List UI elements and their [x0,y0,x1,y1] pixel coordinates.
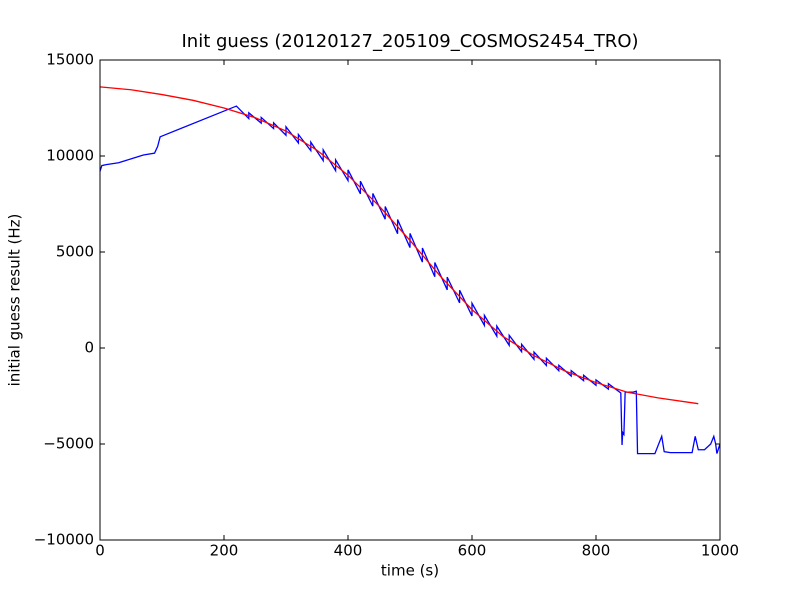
chart-title: Init guess (20120127_205109_COSMOS2454_T… [181,31,638,52]
y-tick-label: 0 [84,339,94,357]
y-axis-label: initial guess result (Hz) [6,214,24,387]
x-tick-label: 600 [458,542,487,560]
y-tick-label: 5000 [56,243,94,261]
y-tick-label: −10000 [34,531,94,549]
x-tick-label: 800 [582,542,611,560]
y-tick-label: −5000 [43,435,94,453]
x-axis-label: time (s) [381,562,439,580]
y-tick-label: 15000 [46,51,94,69]
y-tick-label: 10000 [46,147,94,165]
x-tick-label: 200 [210,542,239,560]
plot-frame [99,59,721,541]
x-tick-label: 1000 [701,542,739,560]
data-line [99,86,699,405]
x-tick-label: 400 [334,542,363,560]
x-tick-label: 0 [95,542,105,560]
